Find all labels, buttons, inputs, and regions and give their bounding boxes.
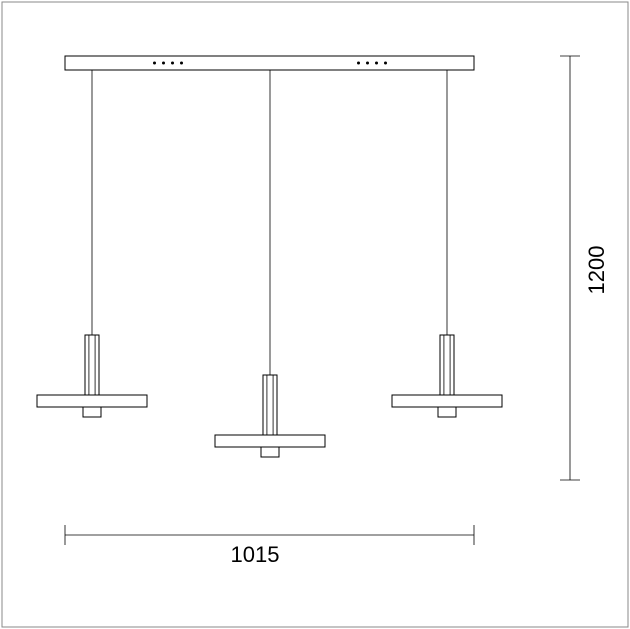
dimension-height-label: 1200 [584, 246, 609, 295]
mounting-screw-icon [153, 62, 156, 65]
pendant-shade [392, 395, 502, 407]
pendant-emitter [438, 407, 456, 417]
mounting-screw-icon [366, 62, 369, 65]
mounting-screw-icon [162, 62, 165, 65]
pendant-shade [215, 435, 325, 447]
pendant-stem [440, 335, 454, 395]
pendant-emitter [83, 407, 101, 417]
pendant-shade [37, 395, 147, 407]
pendant-emitter [261, 447, 279, 457]
pendant-stem [85, 335, 99, 395]
dimension-width: 1015 [65, 525, 474, 567]
pendant-stem [263, 375, 277, 435]
pendant-2 [215, 70, 325, 457]
mounting-screw-icon [375, 62, 378, 65]
dimension-height: 1200 [560, 56, 609, 480]
image-border [2, 2, 628, 627]
pendant-3 [392, 70, 502, 417]
dimension-width-label: 1015 [231, 542, 280, 567]
mounting-screw-icon [171, 62, 174, 65]
pendant-1 [37, 70, 147, 417]
mounting-screw-icon [357, 62, 360, 65]
mounting-screw-icon [384, 62, 387, 65]
mounting-screw-icon [180, 62, 183, 65]
pendants-group [37, 70, 502, 457]
ceiling-bar [65, 56, 474, 70]
